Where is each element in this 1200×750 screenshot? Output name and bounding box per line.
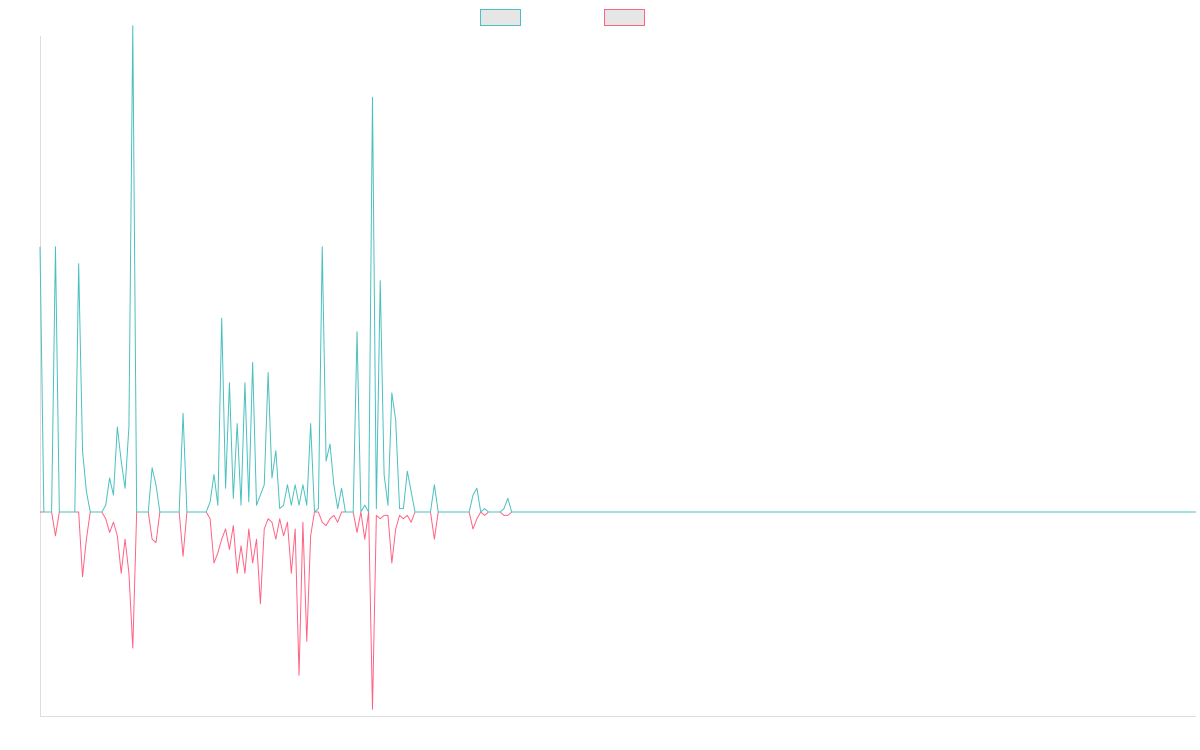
series-1-line <box>39 25 1196 513</box>
plot-area <box>39 25 1196 710</box>
legend <box>480 9 645 26</box>
axes <box>40 36 1196 717</box>
series-2-line <box>40 511 1196 710</box>
legend-swatch-series-2[interactable] <box>604 9 645 26</box>
legend-swatch-series-1[interactable] <box>480 9 521 26</box>
